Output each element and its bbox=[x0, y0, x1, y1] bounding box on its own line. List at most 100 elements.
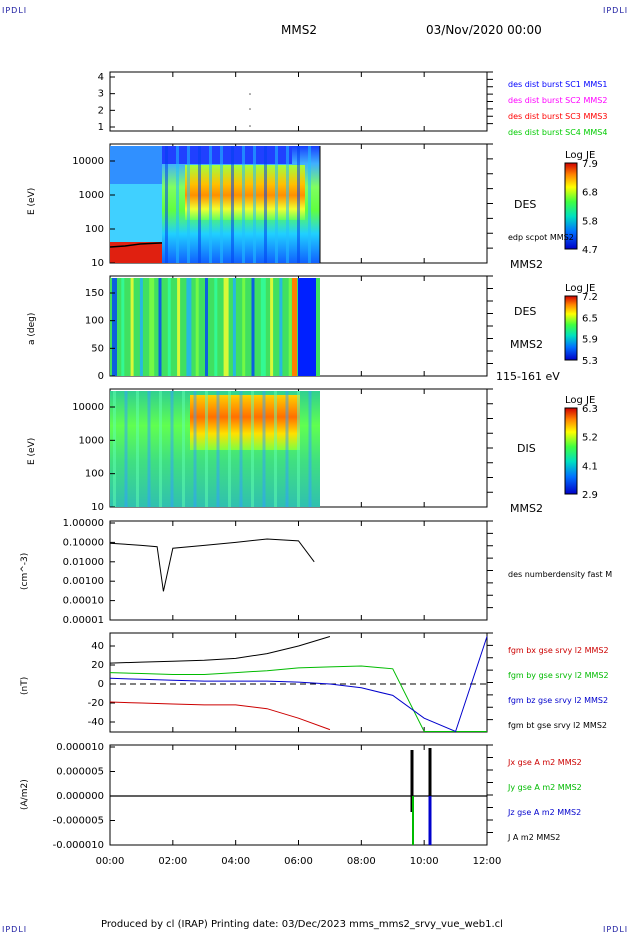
des-spec-streak bbox=[220, 146, 223, 263]
legend-entry: Jx gse A m2 MMS2 bbox=[508, 758, 582, 767]
des-spec-streak bbox=[286, 146, 289, 263]
pa-spec-streak bbox=[205, 278, 208, 376]
legend-entry: fgm bt gse srvy l2 MMS2 bbox=[508, 721, 607, 730]
des-spec-early-top bbox=[110, 146, 162, 184]
colorbar-dis_e bbox=[564, 407, 578, 495]
pa-sc-label: MMS2 bbox=[510, 338, 543, 351]
x-tick-label: 12:00 bbox=[473, 856, 502, 867]
dis-species-label: DIS bbox=[517, 442, 536, 455]
x-tick-label: 00:00 bbox=[96, 856, 125, 867]
pa-spec-streak bbox=[186, 278, 192, 376]
y-tick-label-bfield: 20 bbox=[91, 660, 104, 671]
des-spec-early bbox=[110, 184, 162, 242]
des-spec-streak bbox=[308, 146, 311, 263]
des-spec-streak bbox=[253, 146, 256, 263]
colorbar-tick-des_pa: 5.3 bbox=[582, 356, 598, 367]
dis-spec-streak bbox=[251, 391, 254, 507]
colorbar-tick-des_pa: 7.2 bbox=[582, 292, 598, 303]
y-tick-label-des_e: 100 bbox=[85, 224, 104, 235]
dis-spec-streak bbox=[159, 391, 162, 507]
y-tick-label-dis_e: 100 bbox=[85, 469, 104, 480]
colorbar-tick-dis_e: 2.9 bbox=[582, 490, 598, 501]
bfield-ylabel: (nT) bbox=[20, 676, 30, 695]
des-spec-streak bbox=[264, 146, 267, 263]
date-title: 03/Nov/2020 00:00 bbox=[426, 23, 542, 37]
des-cbar-title: Log JE bbox=[565, 150, 596, 161]
footer-credits: Produced by cl (IRAP) Printing date: 03/… bbox=[101, 919, 503, 930]
legend-entry: des dist burst SC3 MMS3 bbox=[508, 112, 608, 121]
des-spec-streak bbox=[176, 146, 179, 263]
pa-spec-streak bbox=[130, 278, 134, 376]
y-tick-label-density: 0.00010 bbox=[63, 596, 104, 607]
pa-spec-late-orange bbox=[292, 278, 297, 376]
pa-cbar-title: Log JE bbox=[565, 283, 596, 294]
pa-spec-streak bbox=[195, 278, 199, 376]
bt-line bbox=[109, 636, 331, 664]
y-tick-label-sc: 3 bbox=[98, 89, 104, 100]
legend-entry: des dist burst SC4 MMS4 bbox=[508, 128, 608, 137]
y-tick-label-bfield: -20 bbox=[88, 698, 104, 709]
colorbar-tick-dis_e: 4.1 bbox=[582, 461, 598, 472]
colorbar-tick-des_e: 4.7 bbox=[582, 245, 598, 256]
legend-entry: fgm by gse srvy l2 MMS2 bbox=[508, 671, 609, 680]
dis-spec-streak bbox=[262, 391, 266, 507]
des-spec-top-band bbox=[162, 146, 292, 164]
dis-spec-streak bbox=[205, 391, 208, 507]
y-tick-label-density: 1.00000 bbox=[63, 518, 104, 529]
des-spec-streak bbox=[297, 146, 300, 263]
density-ylabel: (cm^-3) bbox=[20, 552, 30, 590]
pa-energy-label: 115-161 eV bbox=[496, 370, 560, 383]
pa-spec-streak bbox=[279, 278, 283, 376]
scpot-label: edp scpot MMS2 bbox=[508, 233, 574, 242]
panel-frame-sc bbox=[109, 71, 488, 132]
dis-cbar-title: Log JE bbox=[565, 395, 596, 406]
y-tick-label-des_e: 1000 bbox=[79, 190, 104, 201]
des-spec-streak bbox=[165, 146, 168, 263]
y-tick-label-des_pa: 0 bbox=[98, 371, 104, 382]
x-tick-label: 04:00 bbox=[221, 856, 250, 867]
y-tick-label-bfield: 40 bbox=[91, 641, 104, 652]
y-tick-label-dis_e: 10 bbox=[91, 502, 104, 513]
current-ylabel: (A/m2) bbox=[20, 779, 30, 810]
colorbar-des_pa bbox=[564, 295, 578, 361]
dis-spec-streak bbox=[124, 391, 128, 507]
legend-entry: des dist burst SC1 MMS1 bbox=[508, 80, 608, 89]
by-line bbox=[109, 665, 487, 732]
pa-spec-streak bbox=[288, 278, 292, 376]
spacecraft-title: MMS2 bbox=[281, 23, 317, 37]
legend-entry: Jz gse A m2 MMS2 bbox=[508, 808, 582, 817]
des-energy-ylabel: E (eV) bbox=[27, 187, 37, 215]
dis-spec-streak bbox=[216, 391, 220, 507]
pa-ylabel: a (deg) bbox=[27, 312, 37, 345]
dis-spec-streak bbox=[274, 391, 277, 507]
y-tick-label-current: 0.000005 bbox=[56, 767, 104, 778]
des-spec-streak bbox=[209, 146, 212, 263]
y-tick-label-density: 0.00001 bbox=[63, 615, 104, 626]
des-species-label: DES bbox=[514, 198, 537, 211]
x-tick-label: 10:00 bbox=[410, 856, 439, 867]
dis-energy-ylabel: E (eV) bbox=[27, 437, 37, 465]
burst-dot bbox=[249, 108, 251, 110]
y-tick-label-current: -0.000005 bbox=[53, 816, 104, 827]
des-spec-streak bbox=[187, 146, 190, 263]
density-line bbox=[109, 538, 315, 592]
y-tick-label-sc: 4 bbox=[98, 72, 104, 83]
y-tick-label-des_e: 10 bbox=[91, 258, 104, 269]
colorbar-tick-des_e: 7.9 bbox=[582, 159, 598, 170]
dis-spec-streak bbox=[297, 391, 300, 507]
des-spec-scpot-red bbox=[110, 242, 162, 263]
legend-entry: Jy gse A m2 MMS2 bbox=[508, 783, 582, 792]
dis-spec-streak bbox=[136, 391, 139, 507]
burst-dot bbox=[249, 125, 251, 127]
dis-spec-streak bbox=[308, 391, 312, 507]
pa-spec-streak bbox=[177, 278, 181, 376]
x-tick-label: 02:00 bbox=[158, 856, 187, 867]
x-tick-label: 06:00 bbox=[284, 856, 313, 867]
dis-spec-streak bbox=[170, 391, 174, 507]
pa-spec-streak bbox=[242, 278, 246, 376]
dis-spec-streak bbox=[113, 391, 116, 507]
current-legend: Jx gse A m2 MMS2 Jy gse A m2 MMS2 Jz gse A… bbox=[508, 758, 582, 858]
des-spec-streak bbox=[242, 146, 245, 263]
scpot-line bbox=[109, 242, 162, 248]
